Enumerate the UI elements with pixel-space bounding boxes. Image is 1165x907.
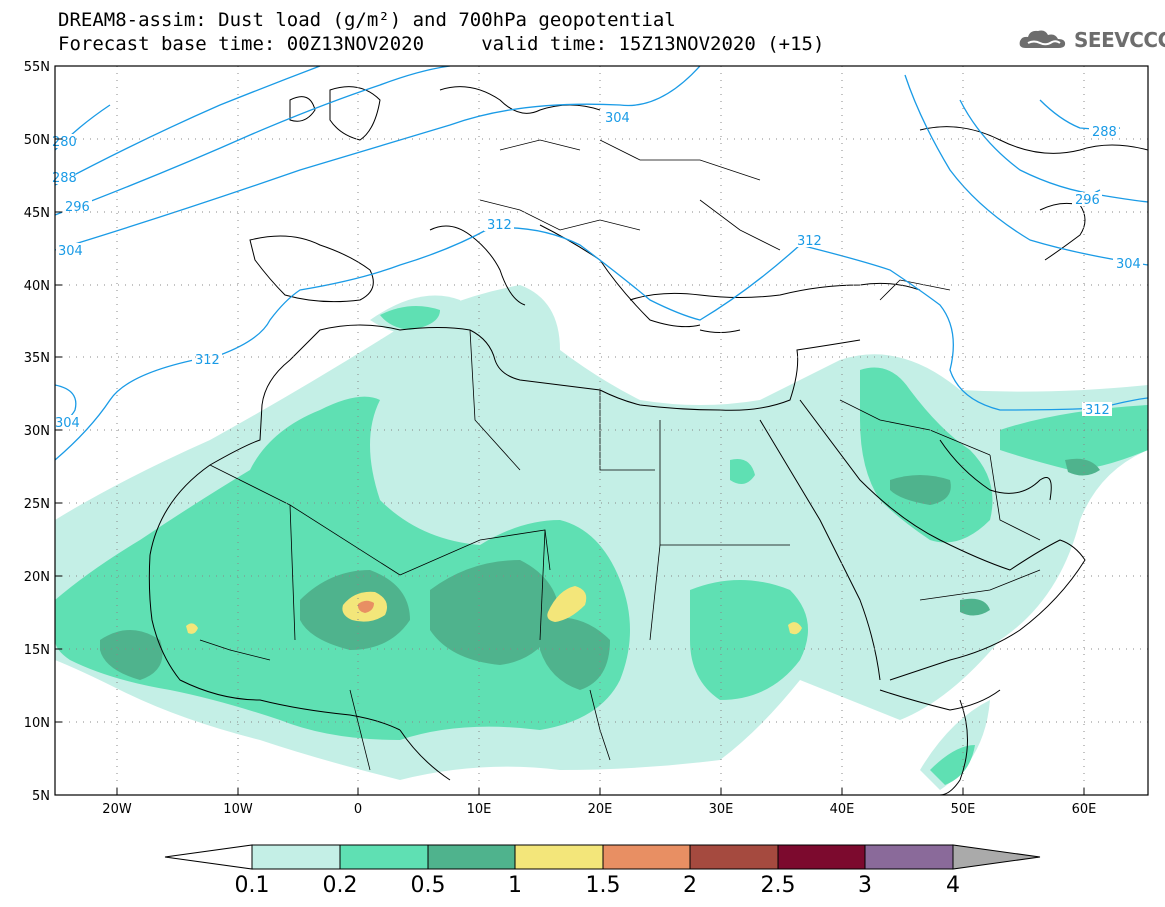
lat-label: 55N	[24, 60, 50, 75]
colorbar-swatch	[777, 844, 866, 870]
contour-label: 312	[797, 234, 822, 249]
colorbar-label: 1.5	[586, 873, 621, 898]
colorbar-swatch	[602, 844, 691, 870]
lon-label: 10W	[223, 802, 253, 817]
lon-label: 10E	[467, 802, 492, 817]
colorbar-label: 2	[683, 873, 697, 898]
lat-label: 40N	[24, 279, 50, 294]
latitude-labels: 55N 50N 45N 40N 35N 30N 25N 20N 15N 10N …	[24, 60, 50, 804]
colorbar-swatch	[251, 844, 341, 870]
contour-label: 304	[55, 416, 80, 431]
lon-label: 60E	[1072, 802, 1097, 817]
lat-label: 10N	[24, 716, 50, 731]
colorbar-high-arrow	[952, 844, 1041, 870]
colorbar-swatch	[864, 844, 954, 870]
lat-label: 35N	[24, 351, 50, 366]
colorbar-swatch	[339, 844, 429, 870]
logo: SEEVCCC	[1018, 28, 1165, 52]
colorbar-label: 2.5	[761, 873, 796, 898]
colorbar-label: 1	[508, 873, 522, 898]
lat-label: 45N	[24, 206, 50, 221]
colorbar: 0.1 0.2 0.5 1 1.5 2 2.5 3 4	[164, 844, 1041, 898]
contour-label: 296	[1075, 193, 1100, 208]
logo-text: SEEVCCC	[1074, 28, 1165, 52]
contour-labels: 280 288 296 304 312 304 312 312 304 304 …	[50, 110, 1143, 431]
colorbar-swatch	[427, 844, 516, 870]
lon-label: 30E	[709, 802, 734, 817]
lon-label: 50E	[951, 802, 976, 817]
map-subtitle: Forecast base time: 00Z13NOV2020 valid t…	[58, 33, 825, 55]
contour-label: 296	[65, 200, 90, 215]
lon-label: 20W	[102, 802, 132, 817]
colorbar-label: 3	[858, 873, 872, 898]
colorbar-label: 4	[946, 873, 960, 898]
lat-label: 50N	[24, 133, 50, 148]
colorbar-label: 0.2	[323, 873, 358, 898]
lon-label: 0	[354, 802, 362, 817]
lat-label: 15N	[24, 643, 50, 658]
contour-label: 288	[52, 171, 77, 186]
map-title: DREAM8-assim: Dust load (g/m²) and 700hP…	[58, 9, 676, 31]
colorbar-label: 0.1	[235, 873, 270, 898]
colorbar-low-arrow	[164, 844, 253, 870]
contour-label: 304	[58, 244, 83, 259]
contour-label: 288	[1092, 125, 1117, 140]
longitude-labels: 20W 10W 0 10E 20E 30E 40E 50E 60E	[102, 802, 1096, 817]
contour-label: 304	[1116, 257, 1141, 272]
cloud-icon	[1019, 30, 1066, 48]
contour-label: 312	[1085, 403, 1110, 418]
coastlines	[148, 86, 1148, 795]
tick-marks	[55, 65, 1085, 795]
lat-label: 5N	[32, 789, 50, 804]
lat-label: 30N	[24, 424, 50, 439]
colorbar-swatch	[514, 844, 604, 870]
graticule	[55, 66, 1148, 795]
lon-label: 40E	[830, 802, 855, 817]
country-borders	[199, 139, 1041, 771]
contour-label: 312	[195, 353, 220, 368]
colorbar-swatch	[689, 844, 779, 870]
contour-label: 280	[52, 135, 77, 150]
dust-shading	[55, 285, 1148, 790]
lat-label: 20N	[24, 570, 50, 585]
contour-label: 304	[605, 111, 630, 126]
lat-label: 25N	[24, 497, 50, 512]
lon-label: 20E	[588, 802, 613, 817]
contour-label: 312	[487, 218, 512, 233]
colorbar-label: 0.5	[411, 873, 446, 898]
